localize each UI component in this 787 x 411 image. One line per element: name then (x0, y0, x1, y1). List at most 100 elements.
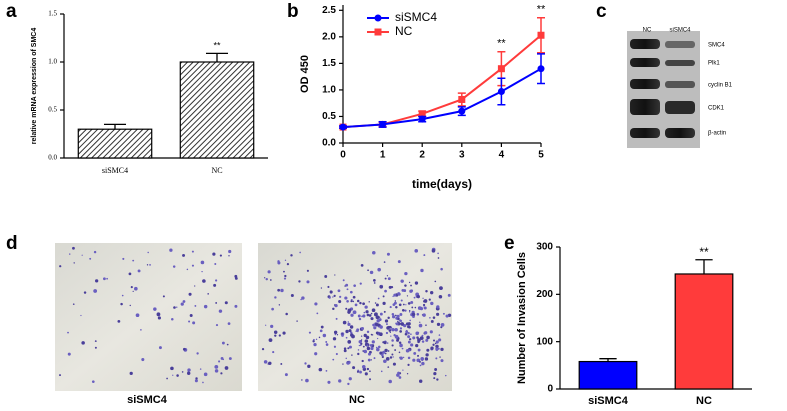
y-tick-label: 0.0 (48, 154, 57, 162)
cell-dot (435, 344, 439, 349)
cell-dot (381, 355, 384, 359)
cell-dot (194, 285, 196, 287)
cell-dot (342, 363, 344, 365)
significance: ** (213, 41, 221, 51)
significance: ** (699, 245, 709, 259)
cell-dot (438, 334, 441, 336)
cell-dot (417, 306, 422, 310)
cell-dot (412, 313, 416, 316)
cell-dot (120, 302, 123, 306)
cell-dot (170, 366, 174, 371)
cell-dot (214, 369, 219, 373)
cell-dot (394, 300, 397, 302)
blot-band (630, 58, 660, 67)
cell-dot (274, 296, 277, 299)
cell-dot (135, 313, 140, 318)
cell-dot (407, 302, 411, 305)
y-tick-label: 1.5 (322, 58, 336, 69)
cell-dot (392, 295, 394, 298)
cell-dot (408, 311, 411, 313)
cell-dot (370, 359, 373, 361)
cell-dot (59, 265, 62, 268)
bar (77, 128, 153, 159)
cell-dot (413, 296, 416, 299)
cell-dot (328, 296, 331, 299)
cell-dot (410, 343, 414, 347)
cell-dot (422, 297, 424, 300)
cell-dot (386, 275, 389, 277)
cell-dot (356, 299, 360, 303)
cell-dot (410, 333, 412, 336)
cell-dot (368, 314, 372, 317)
series-line (342, 67, 542, 129)
cell-dot (401, 347, 404, 350)
cell-dot (347, 321, 349, 323)
cell-dot (419, 379, 423, 383)
y-tick-label: 2.0 (322, 31, 336, 42)
cell-dot (358, 317, 362, 321)
cell-dot (316, 312, 319, 315)
cell-dot (147, 251, 149, 254)
cell-dot (329, 290, 333, 294)
cell-dot (419, 321, 421, 323)
cell-dot (117, 319, 121, 323)
cell-dot (315, 338, 318, 341)
stained-cells (59, 246, 452, 386)
cell-dot (274, 334, 277, 337)
cell-dot (347, 322, 351, 326)
cell-dot (445, 374, 447, 377)
cell-dot (192, 321, 196, 325)
cell-dot (447, 313, 452, 317)
cell-dot (332, 296, 334, 298)
cell-dot (391, 344, 394, 347)
cell-dot (202, 381, 204, 384)
cell-dot (370, 333, 373, 336)
cell-dot (308, 331, 311, 334)
cell-dot (351, 354, 353, 356)
cell-dot (436, 322, 441, 326)
cell-dot (361, 315, 363, 318)
panel-letters: a b c d e (6, 1, 607, 254)
cell-dot (137, 269, 141, 273)
cell-dot (300, 298, 302, 301)
cell-dot (343, 349, 347, 353)
cell-dot (435, 357, 438, 360)
cell-dot (345, 307, 348, 310)
cell-dot (374, 312, 378, 317)
x-tick-label: 0 (340, 150, 346, 161)
cell-dot (220, 372, 223, 375)
cell-dot (382, 301, 386, 305)
cell-dot (414, 249, 419, 253)
cell-dot (363, 333, 367, 338)
cell-dot (215, 324, 219, 327)
cell-dot (381, 353, 384, 357)
cell-dot (320, 287, 323, 289)
cell-dot (214, 364, 219, 369)
cell-dot (186, 268, 189, 271)
cell-dot (212, 252, 216, 256)
cell-dot (146, 264, 149, 266)
cell-dot (298, 280, 301, 283)
cell-dot (122, 257, 125, 260)
cell-dot (406, 295, 409, 297)
significance: ** (537, 4, 546, 16)
cell-dot (394, 327, 398, 332)
legend-marker (374, 14, 382, 22)
cell-dot (140, 329, 142, 331)
x-axis-label: time(days) (412, 177, 472, 191)
cell-dot (423, 254, 426, 257)
cell-dot (434, 368, 438, 371)
cell-dot (350, 333, 354, 337)
cell-dot (415, 344, 419, 348)
cell-dot (189, 314, 193, 318)
error-bar (599, 358, 617, 362)
cell-dot (345, 336, 348, 339)
cell-dot (406, 373, 409, 375)
cell-dot (314, 302, 318, 306)
cell-dot (200, 260, 205, 265)
cell-dot (433, 372, 437, 376)
cell-dot (284, 373, 288, 377)
cell-dot (440, 326, 443, 329)
cell-dot (72, 246, 75, 250)
cell-dot (426, 335, 430, 340)
